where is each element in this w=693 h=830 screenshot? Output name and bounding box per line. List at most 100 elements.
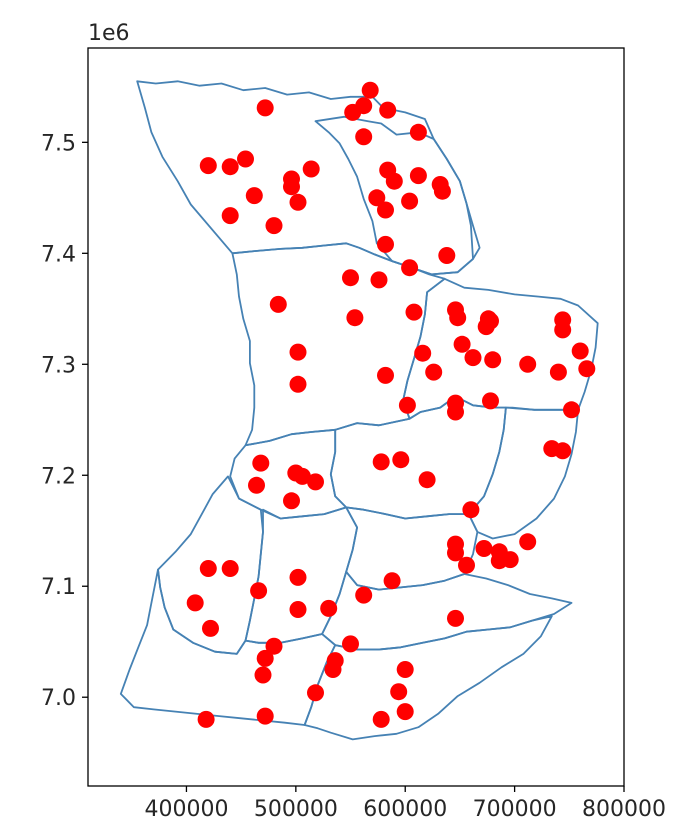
point-8 (199, 157, 217, 175)
point-42 (414, 344, 432, 362)
point-94 (396, 661, 414, 678)
point-9 (221, 158, 239, 176)
point-99 (197, 710, 215, 728)
point-20 (385, 172, 403, 190)
point-88 (202, 619, 219, 637)
point-19 (289, 193, 307, 211)
point-79 (221, 560, 239, 577)
point-21 (368, 189, 386, 207)
region-boundary-4 (402, 277, 599, 420)
point-17 (245, 187, 263, 205)
point-40 (554, 321, 572, 339)
point-72 (447, 544, 464, 562)
point-82 (250, 582, 268, 600)
point-91 (256, 649, 274, 667)
point-90 (342, 635, 359, 653)
point-53 (398, 396, 416, 414)
point-16 (433, 182, 451, 200)
point-48 (578, 360, 596, 378)
point-51 (549, 363, 567, 381)
point-62 (392, 451, 410, 469)
point-69 (462, 501, 480, 519)
point-57 (563, 401, 580, 419)
point-85 (289, 601, 307, 618)
point-46 (519, 355, 537, 373)
point-4 (344, 103, 362, 121)
point-98 (256, 707, 274, 725)
point-86 (320, 599, 338, 617)
point-24 (221, 207, 239, 225)
point-61 (372, 453, 390, 471)
point-26 (377, 235, 394, 253)
point-14 (409, 167, 427, 185)
point-81 (383, 572, 401, 590)
point-49 (377, 366, 394, 384)
point-6 (355, 128, 373, 146)
point-22 (377, 201, 394, 219)
point-30 (370, 271, 388, 289)
point-45 (484, 351, 502, 369)
point-68 (283, 492, 300, 510)
y-offset-label: 1e6 (88, 21, 130, 46)
point-27 (438, 247, 456, 264)
y-axis-ticks: 7.0 7.1 7.2 7.3 7.4 7.5 (41, 131, 88, 711)
point-80 (289, 568, 307, 586)
point-87 (447, 609, 464, 627)
point-10 (237, 150, 254, 168)
y-tick-label: 7.1 (41, 575, 76, 600)
x-tick-label: 700000 (473, 797, 557, 822)
y-tick-label: 7.2 (41, 464, 76, 489)
point-93 (324, 661, 342, 678)
x-axis-ticks: 400000 500000 600000 700000 800000 (144, 786, 666, 822)
axes-frame (87, 47, 625, 787)
data-points (186, 81, 596, 728)
point-38 (477, 318, 495, 336)
point-31 (269, 295, 287, 313)
point-95 (254, 666, 272, 684)
point-89 (265, 637, 283, 655)
x-tick-label: 600000 (363, 797, 447, 822)
point-73 (475, 540, 493, 557)
point-84 (186, 594, 204, 612)
x-tick-label: 800000 (582, 797, 666, 822)
point-29 (342, 269, 359, 287)
point-28 (401, 259, 419, 277)
point-77 (458, 556, 475, 574)
x-tick-label: 500000 (254, 797, 338, 822)
point-97 (390, 683, 408, 701)
point-55 (447, 403, 464, 421)
point-1 (256, 99, 274, 117)
region-boundaries (119, 80, 599, 741)
point-65 (307, 473, 324, 491)
point-52 (289, 375, 307, 393)
point-64 (293, 467, 311, 485)
point-18 (283, 178, 300, 196)
point-33 (405, 303, 423, 321)
y-tick-label: 7.5 (41, 131, 76, 156)
point-67 (248, 476, 265, 494)
point-59 (554, 442, 572, 460)
point-66 (418, 471, 436, 489)
y-tick-label: 7.3 (41, 353, 76, 378)
y-tick-label: 7.4 (41, 242, 76, 267)
point-100 (372, 710, 390, 728)
point-2 (361, 81, 379, 99)
point-47 (571, 342, 589, 360)
point-5 (379, 101, 397, 119)
point-50 (425, 363, 443, 381)
region-boundary-2 (314, 115, 481, 276)
point-25 (265, 217, 283, 235)
point-60 (252, 454, 270, 472)
point-7 (409, 123, 427, 141)
region-boundary-13 (303, 615, 553, 741)
x-tick-label: 400000 (144, 797, 228, 822)
point-32 (346, 309, 364, 327)
point-78 (199, 560, 217, 577)
point-43 (453, 335, 471, 353)
point-56 (482, 392, 499, 410)
region-boundary-6 (467, 406, 579, 540)
point-35 (449, 309, 467, 327)
point-12 (302, 160, 320, 178)
point-44 (464, 349, 482, 367)
